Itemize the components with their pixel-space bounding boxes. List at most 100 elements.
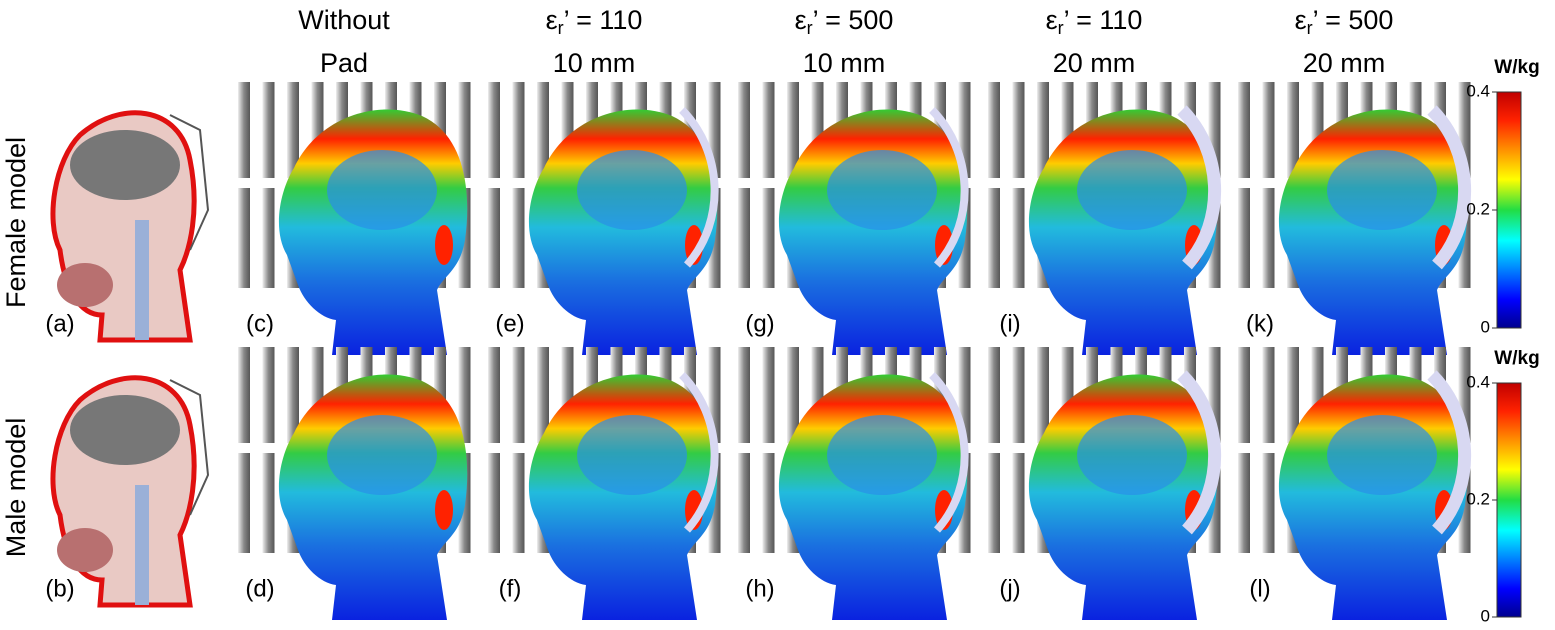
colorbar-unit: W/kg	[1494, 57, 1539, 78]
coil-rod	[1238, 82, 1250, 178]
anatomy-brain	[70, 395, 180, 465]
coil-rod	[262, 453, 275, 553]
subscript: r	[1058, 18, 1064, 38]
anatomy-spine	[135, 220, 149, 340]
coil-rod	[1238, 188, 1250, 288]
dielectric-pad	[1427, 105, 1471, 270]
sar-panel	[732, 82, 977, 355]
coil-rod	[738, 347, 750, 443]
column-header: 10 mm	[803, 48, 886, 78]
coil-rod	[787, 347, 799, 443]
colorbar-tick-label: 0	[1481, 606, 1490, 625]
symbol: ε	[795, 5, 807, 35]
coil-rod	[458, 347, 471, 443]
sar-panel	[732, 347, 977, 620]
coil-rod	[1012, 82, 1025, 178]
coil-rod	[1012, 188, 1025, 288]
coil-rod	[488, 347, 500, 443]
sar-brain	[1077, 415, 1187, 495]
subscript: r	[807, 18, 813, 38]
column-header: 10 mm	[553, 48, 636, 78]
colorbar-tick-label: 0.4	[1466, 81, 1490, 100]
coil-rod	[1287, 347, 1299, 443]
anatomy-image	[50, 110, 210, 343]
symbol: ε	[1046, 5, 1058, 35]
coil-rod	[1262, 188, 1275, 288]
coil-rod	[762, 347, 775, 443]
colorbar-unit: W/kg	[1494, 348, 1539, 369]
coil-rod	[988, 82, 1000, 178]
coil-rod	[512, 82, 525, 178]
row-label: Male model	[1, 418, 31, 558]
anatomy-brain	[70, 130, 180, 200]
sar-brain	[827, 415, 937, 495]
coil-rod	[488, 453, 500, 553]
anatomy-pad	[169, 379, 210, 516]
dielectric-pad	[1177, 370, 1221, 535]
column-header: Without	[298, 5, 390, 35]
coil-rod	[488, 188, 500, 288]
header-text: ’ = 500	[813, 5, 894, 35]
sar-panel	[482, 82, 727, 355]
coil-rod	[738, 188, 750, 288]
coil-rod	[287, 347, 299, 443]
panel-label: (g)	[745, 310, 774, 337]
panel-label: (a)	[45, 310, 74, 337]
coil-rod	[988, 347, 1000, 443]
coil-rod	[488, 82, 500, 178]
column-header: εr’ = 110	[546, 5, 643, 38]
colorbar-tick-label: 0.2	[1466, 199, 1490, 218]
header-text: ’ = 110	[564, 5, 643, 35]
coil-rod	[458, 82, 471, 178]
coil-rod	[787, 82, 799, 178]
sar-panel	[232, 82, 477, 355]
coil-rod	[262, 347, 275, 443]
column-header: 20 mm	[1303, 48, 1386, 78]
colorbar-tick-label: 0.2	[1466, 489, 1490, 508]
coil-rod	[262, 188, 275, 288]
coil-rod	[537, 82, 549, 178]
colorbar	[1496, 91, 1522, 329]
coil-rod	[512, 347, 525, 443]
column-header: εr’ = 500	[1295, 5, 1394, 38]
coil-rod	[537, 347, 549, 443]
panel-label: (e)	[495, 310, 524, 337]
coil-rod	[738, 453, 750, 553]
coil-rod	[1037, 82, 1049, 178]
coil-rod	[762, 82, 775, 178]
colorbar-tick-label: 0	[1481, 317, 1490, 336]
panel-label: (i)	[999, 310, 1020, 337]
header-text: ’ = 110	[1064, 5, 1143, 35]
coil-rod	[1012, 453, 1025, 553]
subscript: r	[558, 18, 564, 38]
coil-rod	[287, 82, 299, 178]
coil-rod	[1037, 347, 1049, 443]
sar-brain	[577, 415, 687, 495]
panel-label: (j)	[999, 575, 1020, 602]
subscript: r	[1307, 18, 1313, 38]
colorbar	[1496, 382, 1522, 618]
coil-rod	[1287, 82, 1299, 178]
coil-rod	[1262, 453, 1275, 553]
panel-label: (f)	[499, 575, 522, 602]
coil-rod	[1262, 82, 1275, 178]
panel-label: (d)	[245, 575, 274, 602]
sar-panel	[232, 347, 477, 620]
symbol: ε	[1295, 5, 1307, 35]
dielectric-pad	[679, 372, 719, 533]
coil-rod	[988, 453, 1000, 553]
sar-panel	[982, 347, 1227, 620]
coil-rod	[738, 82, 750, 178]
sar-brain	[827, 150, 937, 230]
colorbar-tick-label: 0.4	[1466, 372, 1490, 391]
dielectric-pad	[929, 372, 969, 533]
coil-rod	[1012, 347, 1025, 443]
dielectric-pad	[1427, 370, 1471, 535]
column-header: εr’ = 110	[1046, 5, 1143, 38]
coil-rod	[238, 188, 250, 288]
header-text: ’ = 500	[1313, 5, 1394, 35]
coil-rod	[762, 188, 775, 288]
panel-label: (c)	[246, 310, 274, 337]
